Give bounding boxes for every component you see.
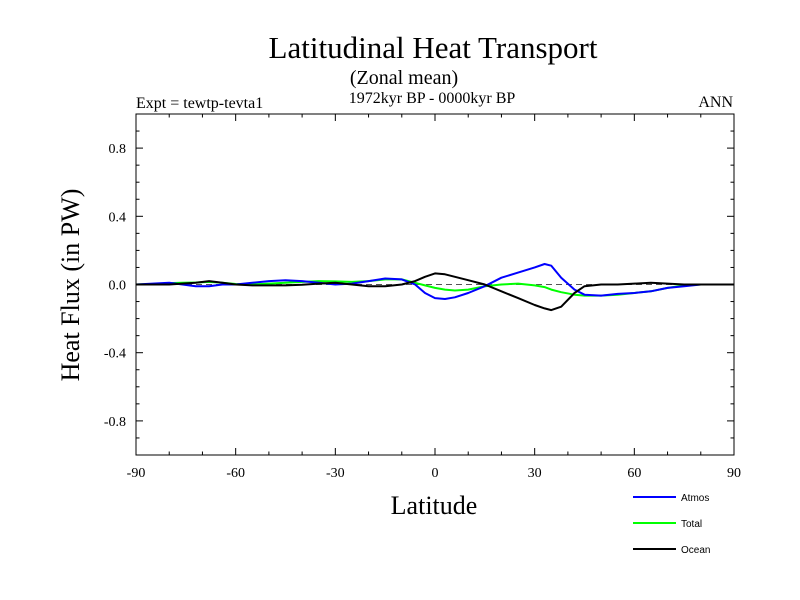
y-tick-label: -0.4 (104, 347, 126, 362)
x-tick-labels: -90 -60 -30 0 30 60 90 (127, 466, 741, 481)
x-tick-label: 90 (727, 466, 741, 481)
series-line-ocean (136, 272, 734, 312)
x-tick-label: -60 (226, 466, 245, 481)
plot-frame (135, 113, 735, 456)
x-axis-title: Latitude (391, 491, 478, 520)
data-series (135, 263, 734, 312)
y-axis-title: Heat Flux (in PW) (56, 189, 85, 382)
series-line-atmos (135, 263, 734, 300)
x-tick-label: 60 (627, 466, 641, 481)
y-tick-label: 0.8 (109, 142, 127, 157)
series-line-total (135, 278, 734, 297)
legend-label-total: Total (681, 519, 702, 530)
y-tick-labels: -0.8 -0.4 0.0 0.4 0.8 (104, 142, 126, 430)
x-tick-label: -30 (326, 466, 345, 481)
y-tick-label: -0.8 (104, 415, 126, 430)
y-tick-label: 0.0 (109, 279, 127, 294)
legend-label-atmos: Atmos (681, 493, 709, 504)
x-tick-label: 30 (528, 466, 542, 481)
chart-title: Latitudinal Heat Transport (269, 30, 598, 65)
season-label: ANN (698, 94, 733, 111)
chart-subtitle: (Zonal mean) (350, 67, 458, 89)
x-tick-label: -90 (127, 466, 146, 481)
x-tick-label: 0 (432, 466, 439, 481)
legend: Atmos Total Ocean (633, 493, 710, 556)
experiment-label: Expt = tewtp-tevta1 (136, 95, 263, 112)
y-tick-label: 0.4 (109, 210, 127, 225)
legend-label-ocean: Ocean (681, 545, 710, 556)
period-label: 1972kyr BP - 0000kyr BP (349, 90, 516, 107)
